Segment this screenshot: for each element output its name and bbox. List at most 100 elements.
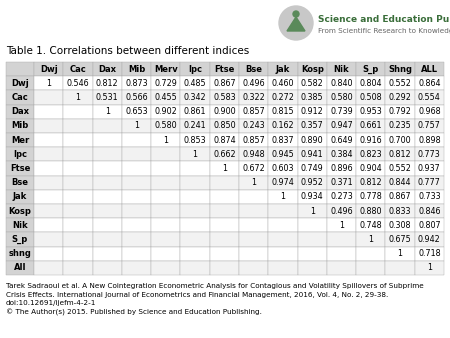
Text: Dwj: Dwj	[40, 65, 58, 74]
Bar	[6, 233, 34, 247]
Bar	[210, 147, 239, 162]
Text: 0.904: 0.904	[360, 164, 382, 173]
Bar	[93, 233, 122, 247]
Bar	[6, 162, 34, 176]
Text: 0.580: 0.580	[154, 121, 177, 130]
Bar	[415, 204, 444, 218]
Text: From Scientific Research to Knowledge: From Scientific Research to Knowledge	[318, 28, 450, 34]
Text: 0.953: 0.953	[360, 107, 382, 116]
Bar	[122, 204, 151, 218]
Bar	[122, 76, 151, 90]
Bar	[122, 247, 151, 261]
Bar	[268, 104, 297, 119]
Bar	[6, 62, 34, 76]
Bar	[239, 147, 268, 162]
Bar	[93, 90, 122, 104]
Polygon shape	[287, 17, 305, 31]
Bar	[415, 76, 444, 90]
Bar	[34, 190, 63, 204]
Text: 0.554: 0.554	[418, 93, 441, 102]
Text: 0.867: 0.867	[213, 79, 236, 88]
Bar	[268, 62, 297, 76]
Bar	[356, 233, 386, 247]
Bar	[386, 147, 415, 162]
Text: 1: 1	[427, 263, 432, 272]
Bar	[356, 119, 386, 133]
Text: 0.912: 0.912	[301, 107, 324, 116]
Text: 0.833: 0.833	[389, 207, 411, 216]
Text: 1: 1	[163, 136, 168, 145]
Bar	[239, 247, 268, 261]
Bar	[327, 176, 356, 190]
Bar	[327, 62, 356, 76]
Text: 0.815: 0.815	[272, 107, 294, 116]
Bar	[327, 204, 356, 218]
Bar	[122, 119, 151, 133]
Text: 0.384: 0.384	[330, 150, 353, 159]
Text: 0.861: 0.861	[184, 107, 206, 116]
Text: 0.371: 0.371	[330, 178, 353, 187]
Bar	[122, 90, 151, 104]
Text: 0.792: 0.792	[389, 107, 411, 116]
Bar	[386, 133, 415, 147]
Bar	[34, 104, 63, 119]
Text: Dax: Dax	[98, 65, 116, 74]
Bar	[151, 261, 180, 275]
Text: 1: 1	[46, 79, 51, 88]
Text: 0.974: 0.974	[271, 178, 294, 187]
Bar	[63, 104, 93, 119]
Text: 0.322: 0.322	[242, 93, 265, 102]
Bar	[239, 261, 268, 275]
Text: 0.508: 0.508	[360, 93, 382, 102]
Bar	[356, 76, 386, 90]
Bar	[210, 261, 239, 275]
Text: 0.496: 0.496	[243, 79, 265, 88]
Bar	[63, 76, 93, 90]
Bar	[210, 133, 239, 147]
Bar	[34, 119, 63, 133]
Bar	[356, 133, 386, 147]
Text: 0.718: 0.718	[418, 249, 441, 258]
Text: 0.653: 0.653	[125, 107, 148, 116]
Bar	[93, 190, 122, 204]
Text: Nik: Nik	[334, 65, 349, 74]
Bar	[356, 204, 386, 218]
Text: Ipc: Ipc	[188, 65, 202, 74]
Bar	[63, 190, 93, 204]
Bar	[415, 218, 444, 233]
Bar	[327, 104, 356, 119]
Bar	[6, 190, 34, 204]
Bar	[297, 147, 327, 162]
Text: © The Author(s) 2015. Published by Science and Education Publishing.: © The Author(s) 2015. Published by Scien…	[6, 309, 262, 316]
Text: 0.749: 0.749	[301, 164, 324, 173]
Bar	[297, 204, 327, 218]
Text: Bse: Bse	[245, 65, 262, 74]
Bar	[6, 104, 34, 119]
Bar	[151, 176, 180, 190]
Text: 0.844: 0.844	[389, 178, 411, 187]
Text: 0.552: 0.552	[389, 164, 411, 173]
Bar	[93, 218, 122, 233]
Bar	[34, 247, 63, 261]
Text: 0.162: 0.162	[272, 121, 294, 130]
Bar	[356, 218, 386, 233]
Bar	[6, 147, 34, 162]
Bar	[356, 90, 386, 104]
Bar	[415, 233, 444, 247]
Bar	[180, 62, 210, 76]
Bar	[356, 247, 386, 261]
Text: 0.812: 0.812	[96, 79, 118, 88]
Bar	[297, 119, 327, 133]
Bar	[34, 62, 63, 76]
Bar	[268, 90, 297, 104]
Bar	[151, 147, 180, 162]
Bar	[93, 104, 122, 119]
Text: Ipc: Ipc	[13, 150, 27, 159]
Bar	[239, 190, 268, 204]
Text: 0.773: 0.773	[418, 150, 441, 159]
Text: 0.947: 0.947	[330, 121, 353, 130]
Text: 0.357: 0.357	[301, 121, 324, 130]
Bar	[239, 119, 268, 133]
Bar	[415, 261, 444, 275]
Text: 0.739: 0.739	[330, 107, 353, 116]
